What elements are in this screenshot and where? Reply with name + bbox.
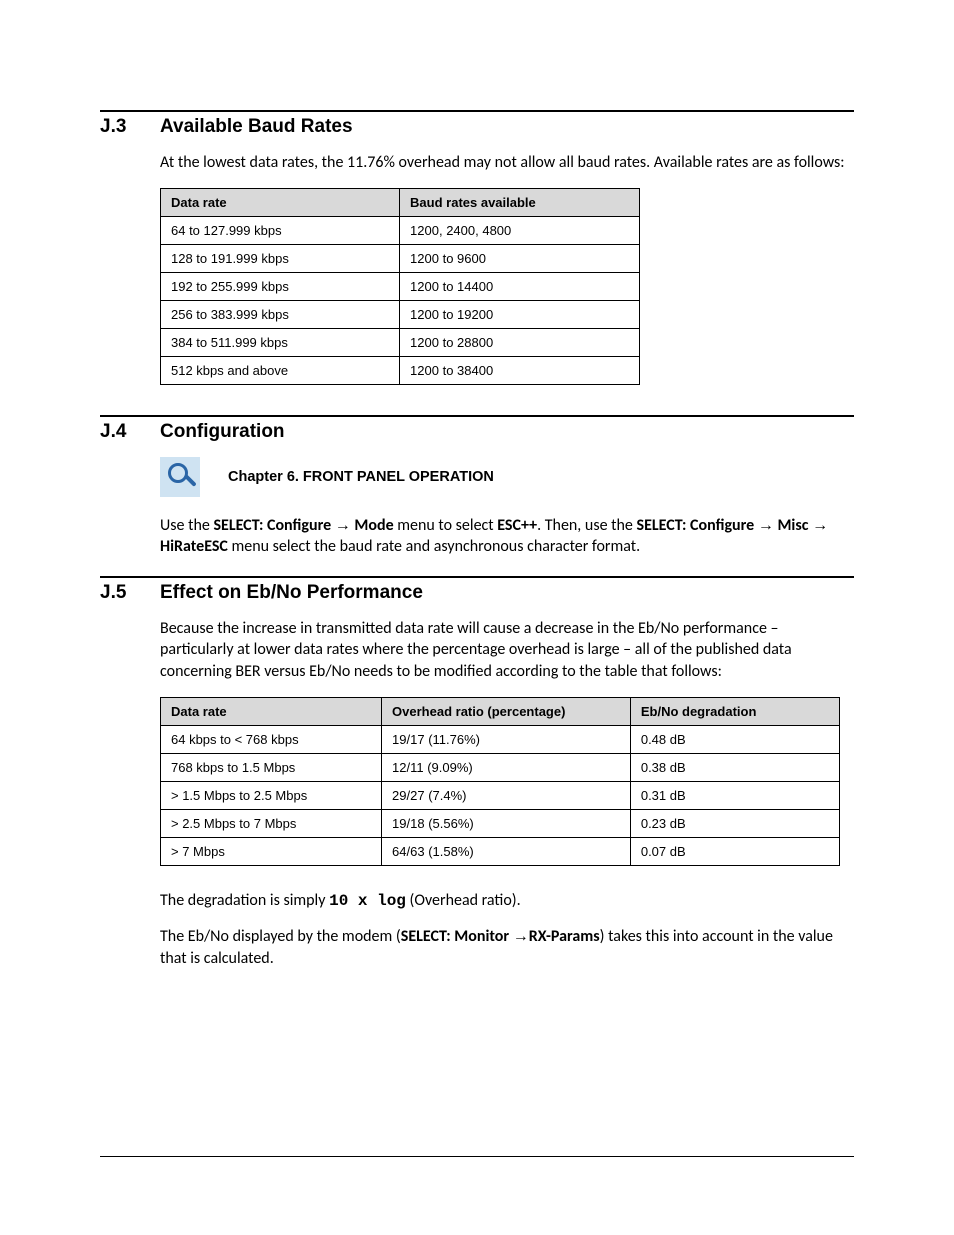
baud-rates-table: Data rate Baud rates available 64 to 127… bbox=[160, 188, 640, 385]
col-header: Overhead ratio (percentage) bbox=[382, 697, 631, 725]
section-rule bbox=[100, 415, 854, 417]
cell: > 2.5 Mbps to 7 Mbps bbox=[161, 809, 382, 837]
ebno-table: Data rate Overhead ratio (percentage) Eb… bbox=[160, 697, 840, 866]
cell: > 1.5 Mbps to 2.5 Mbps bbox=[161, 781, 382, 809]
cell: 1200 to 38400 bbox=[400, 356, 640, 384]
menu-path: SELECT: Configure bbox=[637, 516, 758, 535]
col-header: Eb/No degradation bbox=[630, 697, 839, 725]
cell: 768 kbps to 1.5 Mbps bbox=[161, 753, 382, 781]
intro-paragraph-j5: Because the increase in transmitted data… bbox=[160, 618, 854, 683]
cell: 192 to 255.999 kbps bbox=[161, 272, 400, 300]
table-row: 64 kbps to < 768 kbps19/17 (11.76%)0.48 … bbox=[161, 725, 840, 753]
arrow-icon: → bbox=[335, 517, 351, 534]
table-row: 256 to 383.999 kbps1200 to 19200 bbox=[161, 300, 640, 328]
menu-path: RX-Params bbox=[529, 927, 600, 946]
section-number: J.4 bbox=[100, 421, 160, 443]
table-row: 768 kbps to 1.5 Mbps12/11 (9.09%)0.38 dB bbox=[161, 753, 840, 781]
section-title: Available Baud Rates bbox=[160, 116, 353, 138]
cell: 1200, 2400, 4800 bbox=[400, 216, 640, 244]
cell: 19/17 (11.76%) bbox=[382, 725, 631, 753]
section-title: Effect on Eb/No Performance bbox=[160, 582, 423, 604]
col-header: Baud rates available bbox=[400, 188, 640, 216]
section-heading-j3: J.3 Available Baud Rates bbox=[100, 116, 854, 138]
cell: 0.48 dB bbox=[630, 725, 839, 753]
table-header-row: Data rate Overhead ratio (percentage) Eb… bbox=[161, 697, 840, 725]
cell: 128 to 191.999 kbps bbox=[161, 244, 400, 272]
cell: 19/18 (5.56%) bbox=[382, 809, 631, 837]
chapter-reference: Chapter 6. FRONT PANEL OPERATION bbox=[228, 469, 494, 485]
formula: 10 x log bbox=[329, 892, 406, 910]
menu-path: SELECT: Configure bbox=[213, 516, 334, 535]
menu-path: SELECT: Monitor bbox=[401, 927, 513, 946]
magnifier-icon bbox=[160, 457, 200, 497]
table-row: 384 to 511.999 kbps1200 to 28800 bbox=[161, 328, 640, 356]
arrow-icon: → bbox=[758, 517, 774, 534]
table-row: > 2.5 Mbps to 7 Mbps19/18 (5.56%)0.23 dB bbox=[161, 809, 840, 837]
cell: 1200 to 9600 bbox=[400, 244, 640, 272]
cell: 0.07 dB bbox=[630, 837, 839, 865]
section-number: J.3 bbox=[100, 116, 160, 138]
cell: 384 to 511.999 kbps bbox=[161, 328, 400, 356]
section-number: J.5 bbox=[100, 582, 160, 604]
cell: 256 to 383.999 kbps bbox=[161, 300, 400, 328]
cell: 1200 to 19200 bbox=[400, 300, 640, 328]
final-paragraph: The Eb/No displayed by the modem (SELECT… bbox=[160, 926, 854, 969]
cell: 0.23 dB bbox=[630, 809, 839, 837]
table-row: > 7 Mbps64/63 (1.58%)0.07 dB bbox=[161, 837, 840, 865]
cell: 1200 to 14400 bbox=[400, 272, 640, 300]
table-header-row: Data rate Baud rates available bbox=[161, 188, 640, 216]
table-row: 192 to 255.999 kbps1200 to 14400 bbox=[161, 272, 640, 300]
text-run: menu select the baud rate and asynchrono… bbox=[228, 537, 640, 556]
section-heading-j5: J.5 Effect on Eb/No Performance bbox=[100, 582, 854, 604]
arrow-icon: → bbox=[812, 517, 828, 534]
text-run: menu to select bbox=[394, 516, 498, 535]
cell: 64/63 (1.58%) bbox=[382, 837, 631, 865]
table-row: 512 kbps and above1200 to 38400 bbox=[161, 356, 640, 384]
col-header: Data rate bbox=[161, 188, 400, 216]
menu-path: Misc bbox=[774, 516, 812, 535]
section-rule bbox=[100, 576, 854, 578]
menu-value: ESC++ bbox=[497, 516, 537, 535]
cell: > 7 Mbps bbox=[161, 837, 382, 865]
cell: 0.31 dB bbox=[630, 781, 839, 809]
cell: 64 kbps to < 768 kbps bbox=[161, 725, 382, 753]
cell: 64 to 127.999 kbps bbox=[161, 216, 400, 244]
intro-paragraph-j3: At the lowest data rates, the 11.76% ove… bbox=[160, 152, 854, 174]
reference-row: Chapter 6. FRONT PANEL OPERATION bbox=[160, 457, 854, 497]
degradation-paragraph: The degradation is simply 10 x log (Over… bbox=[160, 890, 854, 913]
menu-path: Mode bbox=[351, 516, 394, 535]
section-rule bbox=[100, 110, 854, 112]
footer-rule bbox=[100, 1156, 854, 1157]
section-title: Configuration bbox=[160, 421, 285, 443]
cell: 0.38 dB bbox=[630, 753, 839, 781]
cell: 512 kbps and above bbox=[161, 356, 400, 384]
menu-path: HiRateESC bbox=[160, 537, 228, 556]
text-run: The Eb/No displayed by the modem ( bbox=[160, 927, 401, 946]
table-row: > 1.5 Mbps to 2.5 Mbps29/27 (7.4%)0.31 d… bbox=[161, 781, 840, 809]
col-header: Data rate bbox=[161, 697, 382, 725]
section-heading-j4: J.4 Configuration bbox=[100, 421, 854, 443]
config-paragraph: Use the SELECT: Configure → Mode menu to… bbox=[160, 515, 854, 558]
cell: 12/11 (9.09%) bbox=[382, 753, 631, 781]
text-run: (Overhead ratio). bbox=[406, 891, 521, 910]
cell: 29/27 (7.4%) bbox=[382, 781, 631, 809]
table-row: 64 to 127.999 kbps1200, 2400, 4800 bbox=[161, 216, 640, 244]
text-run: The degradation is simply bbox=[160, 891, 329, 910]
table-row: 128 to 191.999 kbps1200 to 9600 bbox=[161, 244, 640, 272]
cell: 1200 to 28800 bbox=[400, 328, 640, 356]
arrow-icon: → bbox=[513, 928, 529, 945]
text-run: Use the bbox=[160, 516, 213, 535]
text-run: . Then, use the bbox=[537, 516, 636, 535]
